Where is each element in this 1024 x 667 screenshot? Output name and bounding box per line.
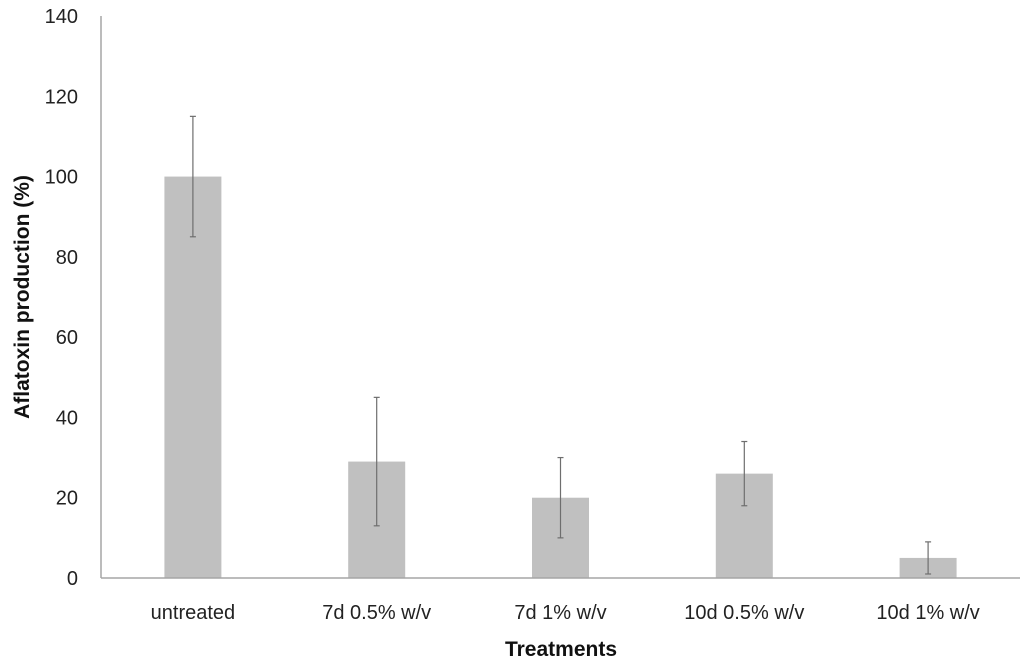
x-axis-title: Treatments bbox=[505, 638, 617, 661]
y-tick-label: 80 bbox=[56, 247, 78, 269]
x-tick-label: untreated bbox=[151, 602, 236, 624]
error-bar bbox=[557, 456, 564, 539]
y-tick-label: 20 bbox=[56, 488, 78, 510]
y-tick-label: 140 bbox=[45, 6, 78, 28]
error-bar bbox=[189, 115, 196, 238]
x-tick-label: 7d 0.5% w/v bbox=[322, 602, 431, 624]
error-bars bbox=[189, 115, 932, 575]
x-tick-label: 10d 1% w/v bbox=[876, 602, 979, 624]
y-tick-label: 40 bbox=[56, 407, 78, 429]
y-tick-label: 0 bbox=[67, 568, 78, 590]
y-tick-label: 100 bbox=[45, 167, 78, 189]
error-bar bbox=[925, 541, 932, 575]
y-axis-title: Aflatoxin production (%) bbox=[11, 175, 34, 419]
x-tick-label: 7d 1% w/v bbox=[514, 602, 606, 624]
error-bar bbox=[373, 396, 380, 527]
y-tick-label: 120 bbox=[45, 86, 78, 108]
x-tick-label: 10d 0.5% w/v bbox=[684, 602, 804, 624]
bar bbox=[164, 176, 222, 579]
y-tick-label: 60 bbox=[56, 327, 78, 349]
y-axis-ticks: 0 20 40 60 80 100 120 140 bbox=[45, 6, 78, 590]
x-axis-ticks: untreated 7d 0.5% w/v 7d 1% w/v 10d 0.5% w/… bbox=[151, 602, 980, 624]
error-bar bbox=[741, 440, 748, 507]
